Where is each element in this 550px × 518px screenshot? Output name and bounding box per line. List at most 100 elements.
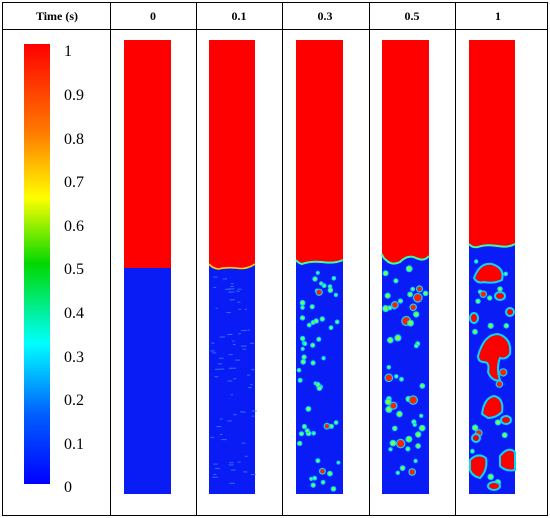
- fine-bubble: [220, 368, 225, 370]
- bubble-core: [414, 294, 422, 302]
- fine-bubble: [233, 344, 236, 345]
- fine-bubble: [225, 288, 231, 290]
- fine-bubble: [240, 411, 244, 413]
- fine-bubbles-t0.1: [210, 276, 257, 484]
- bubble-core: [416, 432, 421, 437]
- bubble-core: [316, 459, 320, 463]
- colorbar-tick-0.4: 0.4: [64, 305, 84, 322]
- bubble-core: [311, 343, 315, 347]
- bubble-small-3: [505, 307, 515, 317]
- bubble-core: [317, 338, 321, 341]
- bubble-core: [390, 402, 397, 409]
- fine-bubble: [213, 286, 217, 288]
- bubble-core: [316, 271, 319, 274]
- bubble-core: [473, 425, 478, 430]
- colorbar-tick-0.8: 0.8: [64, 131, 84, 148]
- fine-bubble: [250, 384, 253, 386]
- fine-bubble: [229, 482, 235, 484]
- bubble-core: [476, 299, 480, 303]
- fine-bubble: [227, 380, 233, 382]
- bubble-core: [323, 284, 326, 287]
- time-header-label: Time (s): [36, 9, 78, 23]
- bubble-core: [310, 478, 313, 480]
- bubble-core: [395, 375, 398, 378]
- bubble-core: [303, 342, 307, 345]
- fine-bubble: [228, 464, 234, 466]
- bubble-core: [312, 432, 315, 435]
- fine-bubble: [237, 461, 241, 463]
- bubble-core: [388, 338, 393, 343]
- bubble-core: [386, 407, 392, 412]
- colorbar-tick-0.3: 0.3: [64, 349, 84, 366]
- bubble-core: [385, 374, 392, 381]
- bubble-core: [473, 330, 477, 334]
- bubble-core: [306, 407, 311, 411]
- bubble-core: [389, 448, 392, 451]
- fine-bubble: [219, 357, 224, 359]
- fine-bubble: [237, 301, 241, 303]
- fine-bubble: [250, 474, 257, 476]
- fine-bubble: [251, 410, 257, 412]
- upper-phase-t0.5: [382, 40, 429, 264]
- bubble-cap-3: [480, 394, 504, 420]
- fine-bubble: [227, 420, 232, 422]
- lower-phase-t0.5: [382, 252, 429, 494]
- bubble-core: [316, 289, 322, 295]
- bubble-core: [301, 337, 305, 340]
- bubble-core: [488, 474, 493, 479]
- snapshot-t0.1: [208, 40, 257, 494]
- fine-bubble: [229, 299, 235, 301]
- upper-phase-t0.3: [296, 40, 343, 264]
- bubble-core: [488, 296, 492, 300]
- snapshot-t0: [124, 40, 171, 494]
- fine-bubble: [247, 374, 250, 376]
- large-bubbles-t1: [469, 262, 516, 491]
- bubble-core: [334, 421, 338, 424]
- fine-bubble: [241, 330, 247, 332]
- fine-bubble: [230, 283, 234, 285]
- bubble-core: [303, 425, 306, 428]
- bubble-core: [417, 286, 422, 292]
- bubble-core: [420, 414, 423, 417]
- bubbles-t0.3: [296, 270, 341, 492]
- bubble-core: [383, 271, 388, 276]
- bubble-core: [388, 306, 392, 310]
- bubble-core: [311, 483, 315, 487]
- fine-bubble: [241, 442, 246, 444]
- colorbar-gradient: [24, 44, 50, 484]
- bubble-core: [471, 450, 474, 453]
- fine-bubble: [236, 290, 240, 292]
- fine-bubble: [215, 307, 218, 309]
- snapshot-t1: [468, 40, 516, 494]
- colorbar-tick-0.1: 0.1: [64, 436, 84, 453]
- fine-bubble: [232, 340, 235, 342]
- bubble-core: [410, 304, 416, 310]
- bubble-core: [420, 384, 424, 388]
- fine-bubble: [211, 342, 215, 344]
- bubble-cap-1: [472, 262, 504, 284]
- time-column-0: 0: [150, 9, 156, 23]
- fine-bubble: [215, 468, 220, 469]
- bubble-core: [409, 469, 415, 475]
- fine-bubble: [250, 342, 254, 344]
- bubble-core: [302, 355, 306, 359]
- bubble-small-1: [494, 291, 506, 301]
- upper-phase-t1: [469, 40, 515, 248]
- bubble-core: [414, 312, 419, 317]
- bubble-core: [311, 361, 315, 365]
- fine-bubble: [210, 350, 215, 352]
- colorbar-tick-1: 1: [64, 43, 72, 60]
- bubble-core: [332, 277, 335, 280]
- fine-bubble: [248, 387, 252, 389]
- bubble-core: [320, 468, 325, 474]
- bubble-core: [413, 423, 416, 426]
- bubble-core: [297, 369, 301, 372]
- fine-bubble: [213, 276, 218, 278]
- fine-bubble: [242, 348, 246, 350]
- bubble-core: [310, 305, 314, 309]
- bubble-core: [317, 386, 322, 390]
- bubble-core: [322, 357, 325, 360]
- bubble-cap-2: [476, 332, 512, 382]
- bubble-core: [316, 383, 320, 387]
- fine-bubble: [219, 336, 225, 338]
